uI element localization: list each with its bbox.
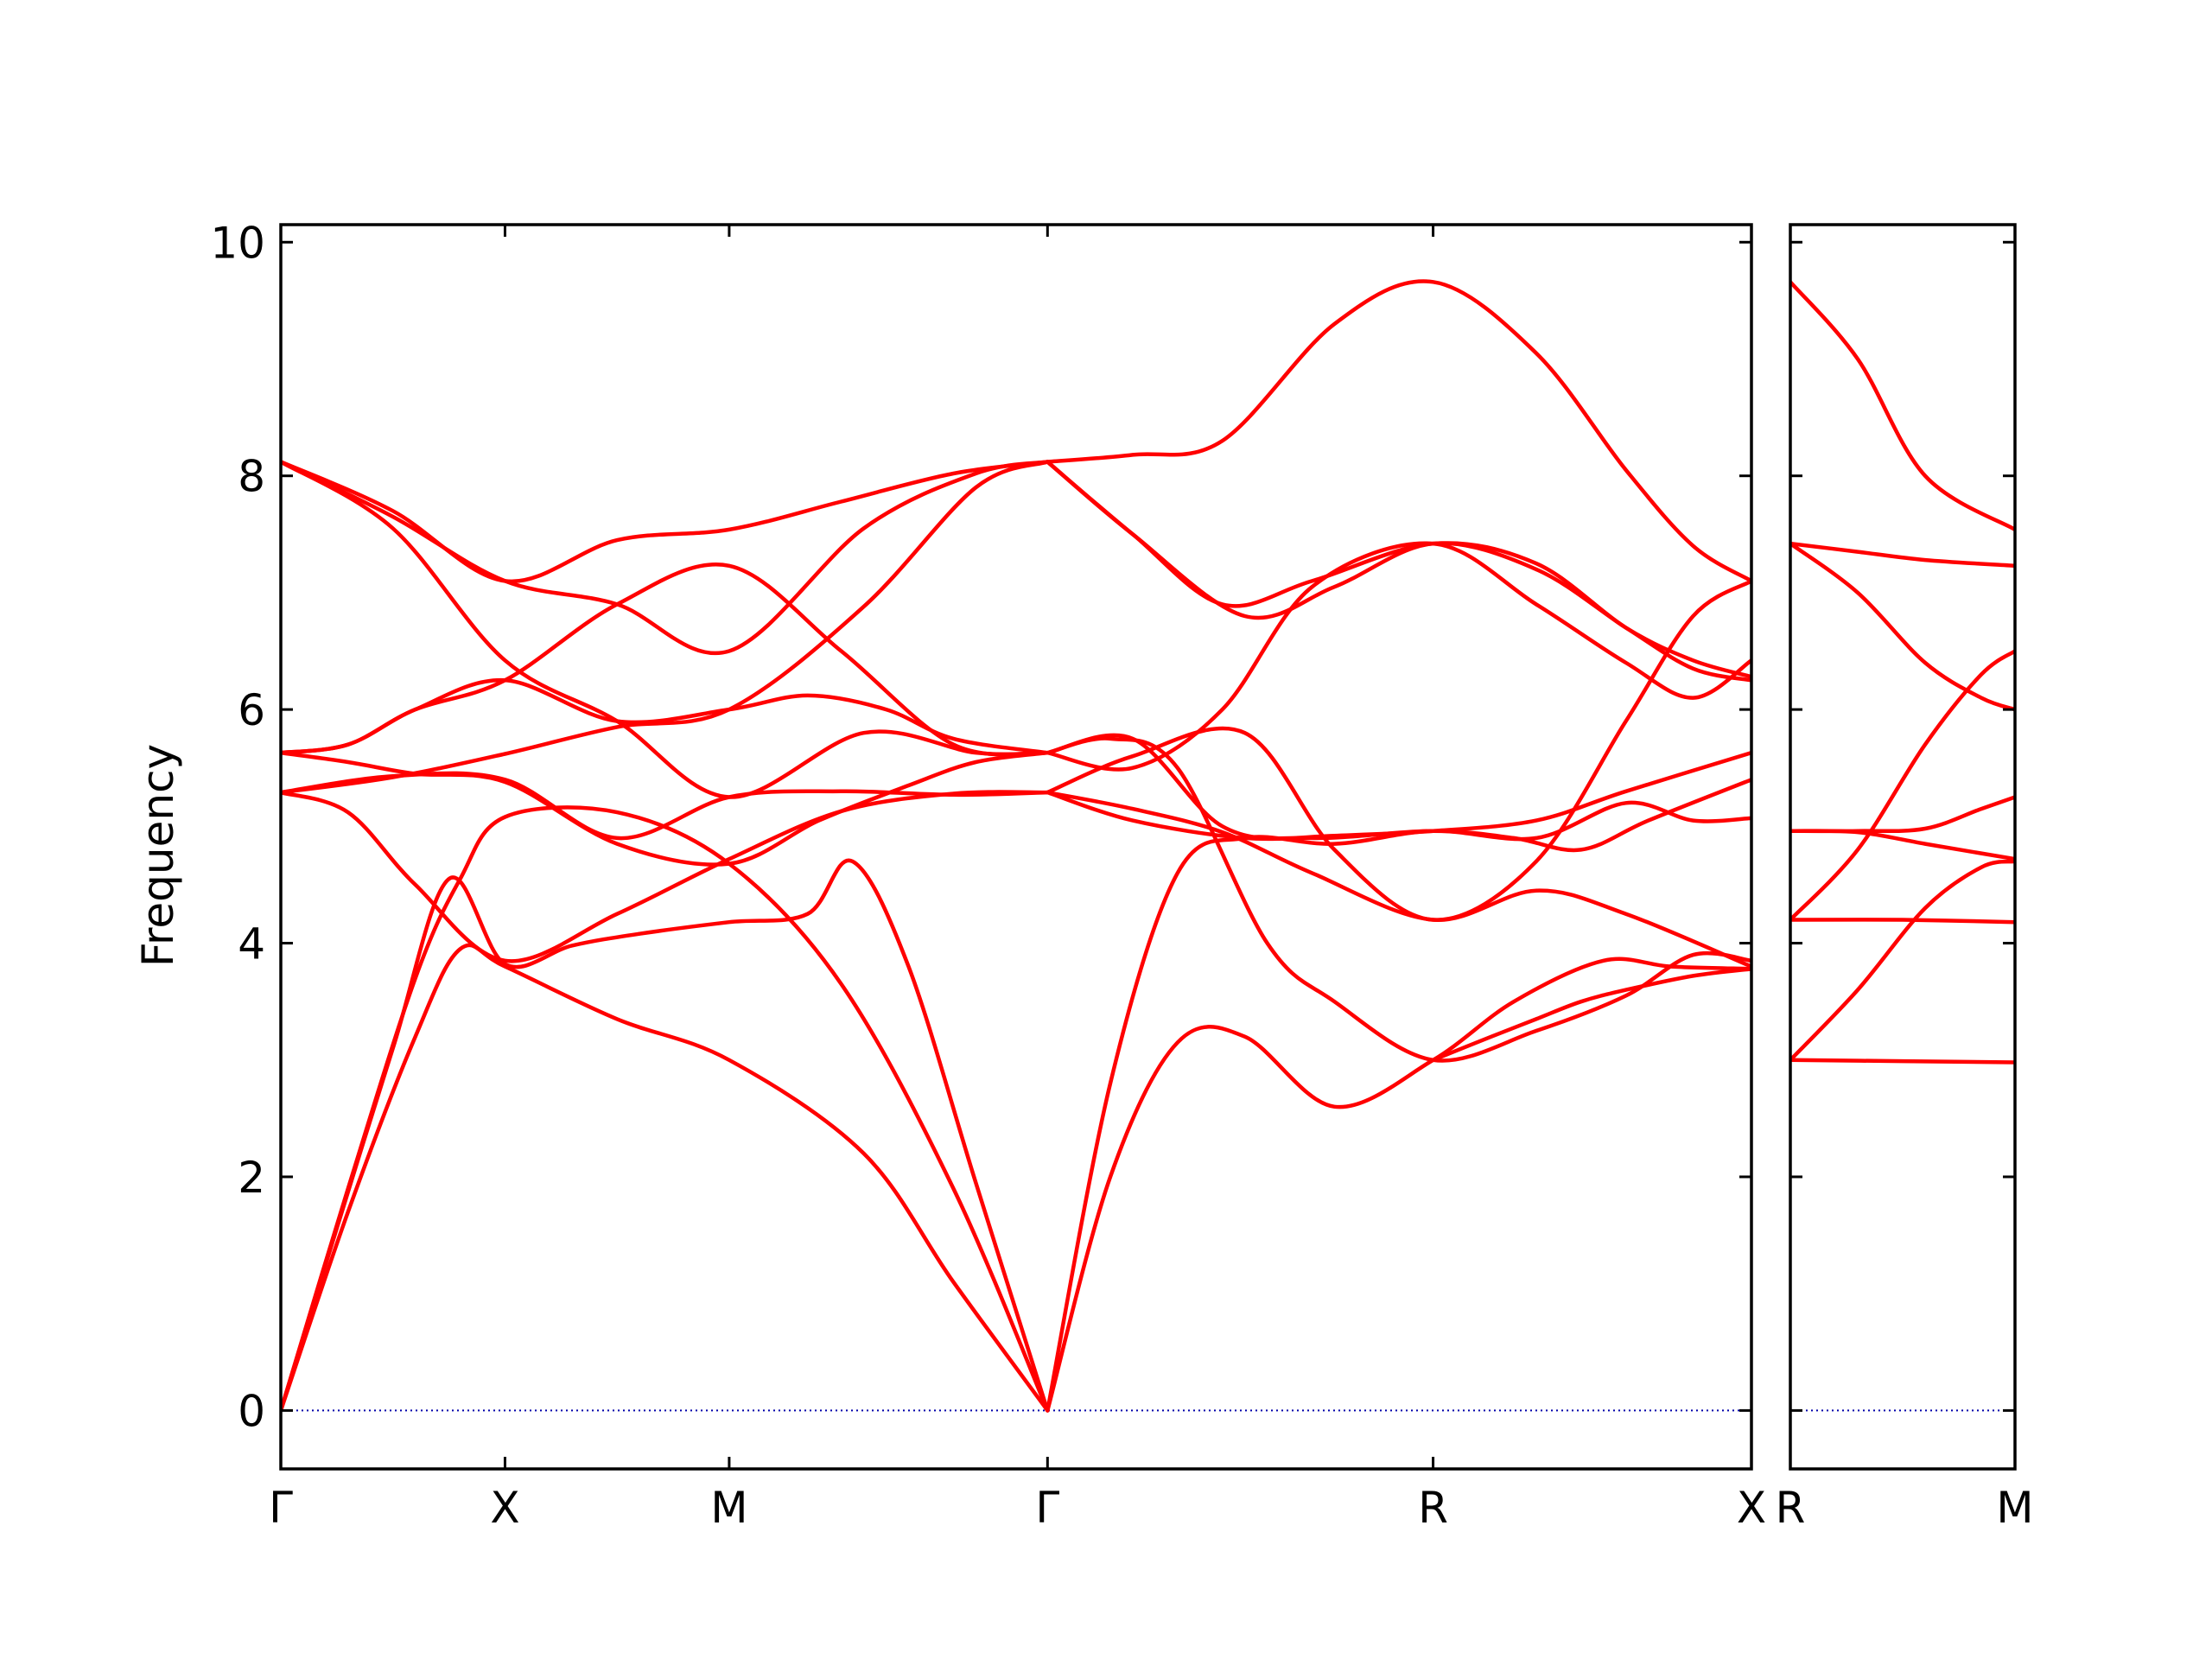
- band-line-12: [1046, 957, 1751, 1413]
- y-axis-label: Frequency: [133, 744, 183, 967]
- band-line-11: [281, 563, 1050, 757]
- band-line-0: [281, 943, 1050, 1413]
- x-tick-label: Γ: [1035, 1483, 1059, 1533]
- band-line-2: [281, 858, 1050, 1413]
- band-line-4: [1790, 795, 2015, 834]
- band-line-0: [1790, 280, 2015, 532]
- band-line-21: [1046, 279, 1751, 583]
- x-tick-label: X: [1737, 1483, 1766, 1533]
- y-tick-label: 8: [238, 452, 265, 502]
- band-line-8: [281, 460, 1050, 799]
- y-tick-label: 2: [238, 1153, 265, 1203]
- x-tick-label: M: [710, 1483, 747, 1533]
- x-tick-label: M: [1996, 1483, 2033, 1533]
- band-line-7: [281, 460, 1050, 795]
- x-tick-label: Γ: [269, 1483, 293, 1533]
- band-line-7: [1790, 859, 2015, 1063]
- series-group: [1790, 280, 2015, 1065]
- band-line-3: [281, 790, 1050, 963]
- band-line-16: [1046, 750, 1751, 842]
- band-line-14: [1046, 790, 1751, 969]
- series-group: [281, 279, 1751, 1413]
- band-line-22: [1046, 579, 1751, 922]
- plot-frame: [1789, 223, 2017, 1471]
- main-panel: Γ X M Γ R X 0 2 4 6 8 10: [210, 218, 1766, 1533]
- band-line-18: [1046, 541, 1751, 772]
- band-line-13: [1046, 800, 1751, 1413]
- band-line-23: [1431, 967, 1751, 1063]
- band-line-5: [281, 750, 1050, 867]
- band-line-20: [1046, 460, 1751, 679]
- band-line-3: [1790, 649, 2015, 922]
- band-line-1: [281, 805, 1050, 1413]
- band-line-8: [1790, 1058, 2015, 1065]
- band-line-9: [281, 460, 1050, 655]
- band-line-10: [281, 460, 1050, 584]
- y-tick-label: 0: [238, 1386, 265, 1436]
- plot-frame: [279, 223, 1753, 1471]
- y-tick-label: 4: [238, 919, 265, 969]
- band-line-1: [1790, 541, 2015, 569]
- x-tick-label: X: [490, 1483, 519, 1533]
- band-line-2: [1790, 541, 2015, 712]
- y-tick-label: 6: [238, 685, 265, 735]
- x-tick-label: R: [1418, 1483, 1448, 1533]
- band-line-5: [1790, 829, 2015, 861]
- x-tick-label: R: [1776, 1483, 1806, 1533]
- y-tick-label: 10: [210, 218, 265, 268]
- band-line-6: [1790, 918, 2015, 925]
